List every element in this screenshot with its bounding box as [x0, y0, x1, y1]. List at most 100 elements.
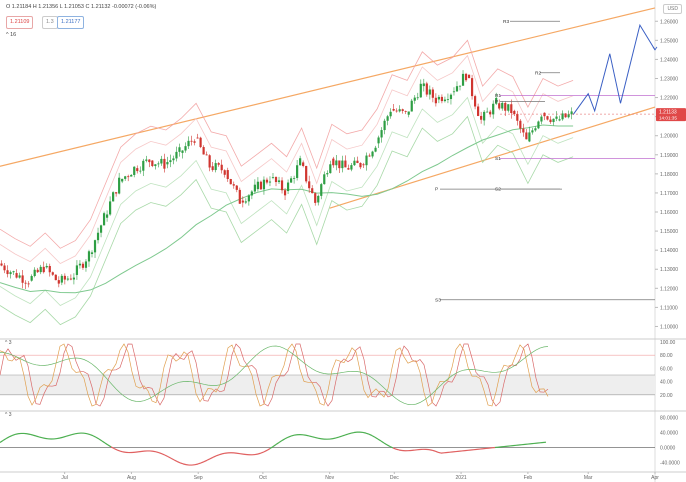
- bullish-candle: [121, 178, 124, 184]
- bullish-candle: [299, 155, 302, 166]
- bullish-candle: [118, 172, 121, 195]
- bearish-candle: [564, 113, 567, 118]
- bearish-candle: [163, 153, 166, 173]
- candle-body: [314, 193, 317, 203]
- bullish-candle: [455, 81, 459, 92]
- bearish-candle: [115, 192, 118, 197]
- candle-body: [81, 263, 85, 268]
- candle-body: [235, 185, 238, 190]
- projection-arrowhead: [652, 46, 658, 51]
- oscillator-segment: [107, 444, 112, 448]
- ask-price-button[interactable]: 1.21177: [57, 16, 85, 29]
- candle-body: [492, 103, 495, 115]
- candle-body: [87, 251, 91, 262]
- bullish-candle: [124, 175, 127, 181]
- currency-button[interactable]: USD: [663, 4, 682, 14]
- bearish-candle: [63, 273, 66, 285]
- time-tick-label: Apr: [651, 475, 659, 481]
- oscillator-segment: [161, 453, 166, 456]
- stochastic-tick-label: 40.00: [660, 380, 673, 386]
- bid-price-button[interactable]: 1.21109: [6, 16, 34, 29]
- candle-body: [12, 271, 15, 273]
- oscillator-segment: [2, 438, 7, 442]
- candle-body: [483, 111, 486, 121]
- candle-body: [356, 160, 359, 164]
- candle-body: [480, 115, 483, 120]
- oscillator-segment: [56, 437, 61, 440]
- candle-body: [323, 174, 326, 185]
- pane-count-toggle[interactable]: ^ 16: [6, 32, 16, 38]
- bullish-candle: [350, 162, 353, 172]
- bearish-candle: [208, 154, 211, 172]
- oscillator-segment: [263, 449, 268, 453]
- candle-body: [172, 158, 175, 161]
- oscillator-segment: [194, 463, 199, 466]
- oscillator-tick-label: 80.0000: [660, 416, 678, 422]
- bullish-candle: [145, 155, 148, 163]
- bullish-candle: [39, 264, 42, 275]
- bearish-candle: [332, 156, 335, 168]
- bearish-candle: [202, 145, 205, 155]
- candle-body: [434, 97, 437, 104]
- oscillator-segment: [386, 444, 391, 448]
- oscillator-segment: [68, 433, 73, 437]
- candle-body: [136, 168, 139, 172]
- oscillator-segment: [392, 447, 397, 450]
- bearish-candle: [525, 129, 528, 140]
- candle-body: [486, 111, 489, 113]
- candle-body: [256, 181, 260, 190]
- oscillator-segment: [341, 434, 346, 437]
- bearish-candle: [3, 262, 6, 274]
- candle-body: [286, 182, 290, 192]
- candle-body: [377, 137, 380, 144]
- bullish-candle: [256, 177, 260, 192]
- bearish-candle: [498, 99, 501, 111]
- bearish-candle: [136, 165, 139, 174]
- time-tick-label: Sep: [194, 475, 203, 481]
- oscillator-segment: [377, 438, 382, 442]
- price-tick-label: 1.11000: [660, 305, 678, 311]
- candle-body: [567, 114, 570, 118]
- oscillator-segment: [164, 454, 169, 458]
- bullish-candle: [93, 239, 97, 259]
- bearish-candle: [196, 133, 199, 139]
- candle-body: [112, 192, 115, 202]
- bearish-candle: [238, 187, 241, 204]
- bearish-candle: [280, 177, 284, 194]
- bullish-candle: [537, 120, 540, 130]
- candle-body: [6, 270, 9, 275]
- oscillator-segment: [104, 442, 109, 446]
- candle-body: [407, 111, 410, 115]
- candle-body: [329, 164, 332, 174]
- bullish-candle: [419, 79, 422, 98]
- candle-body: [115, 192, 118, 194]
- oscillator-segment: [92, 435, 97, 438]
- bullish-candle: [495, 92, 498, 106]
- bearish-candle: [362, 162, 365, 169]
- ohlc-readout: O 1.21184 H 1.21356 L 1.21053 C 1.21132 …: [6, 4, 156, 10]
- bullish-candle: [371, 150, 374, 159]
- candle-body: [220, 164, 223, 171]
- bearish-candle: [232, 181, 235, 189]
- candle-body: [404, 110, 407, 112]
- candle-body: [226, 170, 229, 180]
- oscillator-segment: [350, 431, 355, 434]
- oscillator-segment: [89, 433, 94, 437]
- bullish-candle: [244, 198, 247, 205]
- bearish-candle: [235, 184, 238, 193]
- candle-body: [241, 200, 244, 203]
- bullish-candle: [486, 107, 489, 113]
- pivot-level-label: S3: [435, 297, 441, 303]
- bullish-candle: [166, 156, 169, 169]
- bullish-candle: [96, 227, 100, 244]
- stochastic-slow-line: [0, 345, 549, 406]
- price-tick-label: 1.16000: [660, 210, 678, 216]
- bearish-candle: [283, 188, 287, 201]
- candle-body: [452, 91, 456, 93]
- bullish-candle: [175, 146, 178, 162]
- bearish-candle: [54, 274, 57, 281]
- price-tick-label: 1.15000: [660, 229, 678, 235]
- candle-body: [543, 112, 546, 117]
- bullish-candle: [90, 250, 94, 258]
